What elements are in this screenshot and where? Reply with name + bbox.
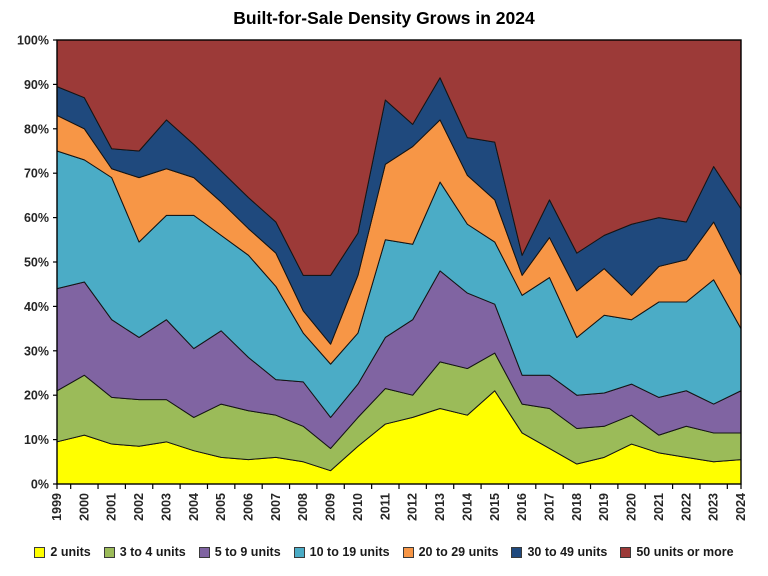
- y-tick-label: 60%: [24, 211, 49, 225]
- x-tick-label-2018: 2018: [570, 493, 584, 521]
- y-tick-label: 0%: [31, 478, 49, 492]
- legend-swatch-icon: [103, 546, 115, 558]
- x-tick-label-2019: 2019: [597, 493, 611, 521]
- x-tick-label-2000: 2000: [77, 493, 91, 521]
- legend: 2 units 3 to 4 units 5 to 9 units 10 to 19 …: [0, 545, 768, 559]
- y-tick-label: 40%: [24, 300, 49, 314]
- y-tick-label: 10%: [24, 433, 49, 447]
- legend-label: 5 to 9 units: [214, 545, 281, 559]
- x-tick-label-2020: 2020: [625, 493, 639, 521]
- x-tick-label-2011: 2011: [378, 493, 392, 520]
- x-tick-label-2003: 2003: [159, 493, 173, 521]
- legend-label: 20 to 29 units: [418, 545, 499, 559]
- legend-label: 10 to 19 units: [309, 545, 390, 559]
- legend-swatch-icon: [34, 546, 46, 558]
- x-tick-label-2023: 2023: [707, 493, 721, 521]
- x-tick-label-2022: 2022: [679, 493, 693, 521]
- y-tick-label: 70%: [24, 167, 49, 181]
- x-tick-label-2008: 2008: [296, 493, 310, 521]
- x-tick-label-2009: 2009: [324, 493, 338, 521]
- y-tick-label: 50%: [24, 256, 49, 270]
- x-tick-label-2021: 2021: [652, 493, 666, 521]
- x-tick-label-2002: 2002: [132, 493, 146, 521]
- legend-swatch-icon: [198, 546, 210, 558]
- x-tick-label-2012: 2012: [406, 493, 420, 521]
- y-tick-label: 20%: [24, 389, 49, 403]
- chart-title: Built-for-Sale Density Grows in 2024: [233, 8, 535, 28]
- legend-swatch-icon: [620, 546, 632, 558]
- legend-item-20-to-29-units: 20 to 29 units: [402, 545, 499, 559]
- x-tick-label-1999: 1999: [50, 493, 64, 521]
- x-tick-label-2015: 2015: [488, 493, 502, 521]
- legend-swatch-icon: [293, 546, 305, 558]
- legend-label: 30 to 49 units: [527, 545, 608, 559]
- x-tick-label-2013: 2013: [433, 493, 447, 521]
- y-tick-label: 100%: [17, 34, 49, 48]
- legend-item-30-to-49-units: 30 to 49 units: [511, 545, 607, 559]
- legend-label: 3 to 4 units: [119, 545, 186, 559]
- y-tick-label: 80%: [24, 122, 49, 136]
- x-tick-label-2001: 2001: [105, 493, 119, 521]
- x-tick-label-2016: 2016: [515, 493, 529, 521]
- x-tick-label-2006: 2006: [242, 493, 256, 521]
- legend-swatch-icon: [402, 546, 414, 558]
- legend-item-3-to-4-units: 3 to 4 units: [103, 545, 186, 559]
- x-tick-label-2005: 2005: [214, 493, 228, 521]
- y-tick-label: 90%: [24, 78, 49, 92]
- x-tick-label-2014: 2014: [460, 493, 474, 521]
- legend-item-10-to-19-units: 10 to 19 units: [293, 545, 390, 559]
- x-tick-label-2010: 2010: [351, 493, 365, 521]
- x-tick-label-2007: 2007: [269, 493, 283, 521]
- legend-item-5-to-9-units: 5 to 9 units: [198, 545, 281, 559]
- x-tick-label-2004: 2004: [187, 493, 201, 521]
- legend-swatch-icon: [511, 546, 523, 558]
- plot-area: 0% 10% 20% 30% 40% 50% 60% 70% 80% 90% 100% 1999 200…: [17, 34, 748, 521]
- y-tick-label: 30%: [24, 344, 49, 358]
- legend-label: 2 units: [50, 545, 91, 559]
- legend-label: 50 units or more: [636, 545, 734, 559]
- legend-item-50-units-or-more: 50 units or more: [620, 545, 734, 559]
- legend-item-2-units: 2 units: [34, 545, 91, 559]
- x-tick-label-2017: 2017: [542, 493, 556, 521]
- x-tick-label-2024: 2024: [734, 493, 748, 521]
